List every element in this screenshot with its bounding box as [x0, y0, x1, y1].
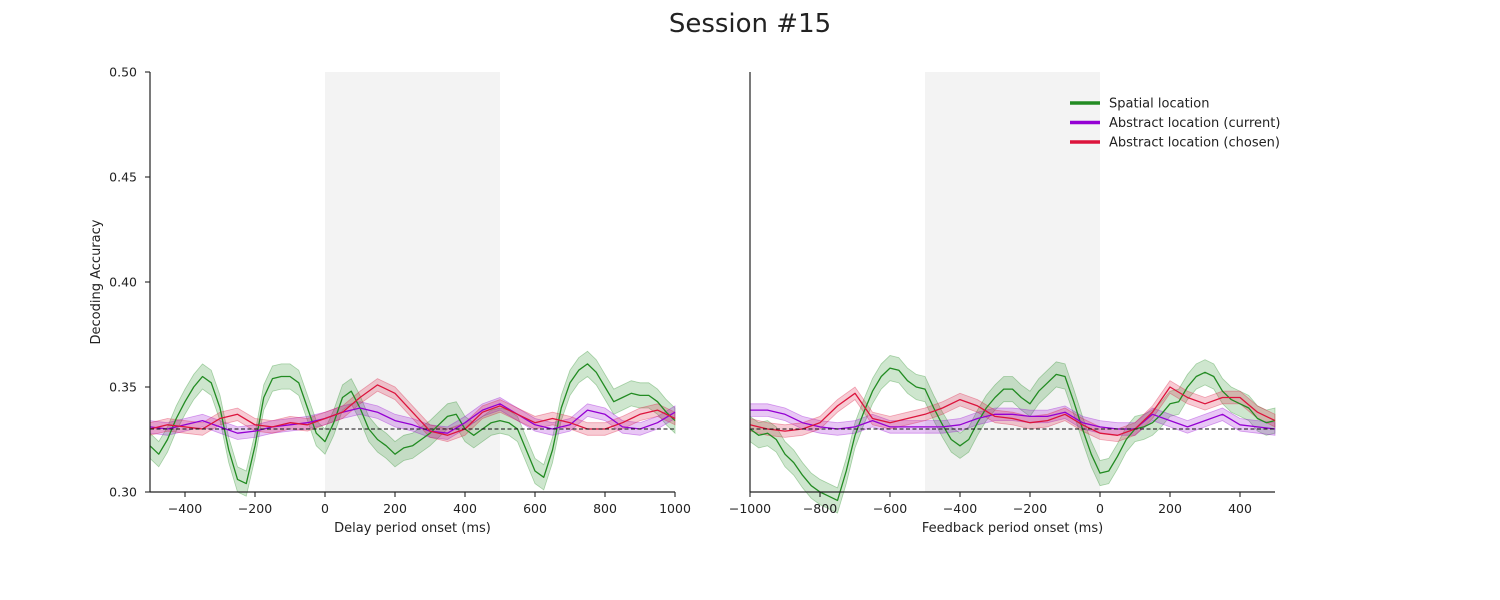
- x-tick-label: −200: [1013, 501, 1047, 516]
- x-tick-label: 1000: [659, 501, 691, 516]
- y-tick-label: 0.30: [109, 485, 137, 500]
- legend-label: Spatial location: [1109, 97, 1209, 112]
- x-tick-label: −400: [168, 501, 202, 516]
- x-tick-label: 0: [1096, 501, 1104, 516]
- y-axis-label: Decoding Accuracy: [89, 219, 104, 344]
- x-tick-label: 600: [523, 501, 547, 516]
- x-tick-label: −400: [943, 501, 977, 516]
- x-axis-label: Delay period onset (ms): [334, 521, 491, 536]
- series-line-abstract_chosen: [749, 386, 1276, 436]
- figure-title: Session #15: [669, 9, 831, 39]
- x-axis-label: Feedback period onset (ms): [922, 521, 1103, 536]
- left-panel: −400 −200 0 200 400 600 800 1000 0.30 0.35 0.40 0.4…: [89, 65, 691, 537]
- legend-label: Abstract location (current): [1109, 116, 1280, 131]
- x-tick-label: −800: [803, 501, 837, 516]
- shaded-period: [325, 72, 500, 492]
- y-tick-label: 0.45: [109, 170, 137, 185]
- band-spatial: [149, 350, 676, 497]
- x-tick-label: 200: [383, 501, 407, 516]
- x-tick-label: 400: [1228, 501, 1252, 516]
- y-tick-label: 0.50: [109, 65, 137, 80]
- x-tick-label: 400: [453, 501, 477, 516]
- legend-label: Abstract location (chosen): [1109, 136, 1280, 151]
- series-line-spatial: [149, 363, 676, 485]
- y-tick-label: 0.40: [109, 275, 137, 290]
- x-tick-label: −600: [873, 501, 907, 516]
- y-tick-label: 0.35: [109, 380, 137, 395]
- right-panel: −1000 −800 −600 −400 −200 0 200 400 Feedback per…: [729, 72, 1280, 536]
- x-tick-label: 800: [593, 501, 617, 516]
- legend: Spatial location Abstract location (curre…: [1070, 97, 1280, 151]
- series-line-spatial: [749, 367, 1276, 502]
- x-tick-label: 200: [1158, 501, 1182, 516]
- x-tick-label: −200: [238, 501, 272, 516]
- x-tick-label: −1000: [729, 501, 771, 516]
- x-tick-label: 0: [321, 501, 329, 516]
- series-line-abstract_current: [149, 403, 676, 434]
